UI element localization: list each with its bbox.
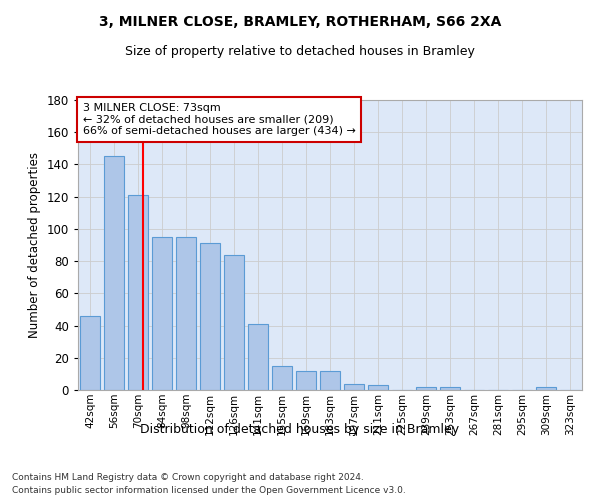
Bar: [248, 324, 268, 390]
Text: 3 MILNER CLOSE: 73sqm
← 32% of detached houses are smaller (209)
66% of semi-det: 3 MILNER CLOSE: 73sqm ← 32% of detached …: [83, 103, 356, 136]
Bar: [536, 387, 556, 390]
Bar: [152, 237, 172, 390]
Text: Contains HM Land Registry data © Crown copyright and database right 2024.: Contains HM Land Registry data © Crown c…: [12, 472, 364, 482]
Bar: [368, 385, 388, 390]
Text: Size of property relative to detached houses in Bramley: Size of property relative to detached ho…: [125, 45, 475, 58]
Bar: [344, 384, 364, 390]
Text: Distribution of detached houses by size in Bramley: Distribution of detached houses by size …: [140, 422, 460, 436]
Y-axis label: Number of detached properties: Number of detached properties: [28, 152, 41, 338]
Text: 3, MILNER CLOSE, BRAMLEY, ROTHERHAM, S66 2XA: 3, MILNER CLOSE, BRAMLEY, ROTHERHAM, S66…: [99, 15, 501, 29]
Bar: [272, 366, 292, 390]
Bar: [296, 370, 316, 390]
Bar: [200, 244, 220, 390]
Bar: [80, 316, 100, 390]
Bar: [440, 387, 460, 390]
Bar: [128, 195, 148, 390]
Bar: [176, 237, 196, 390]
Bar: [416, 387, 436, 390]
Text: Contains public sector information licensed under the Open Government Licence v3: Contains public sector information licen…: [12, 486, 406, 495]
Bar: [224, 254, 244, 390]
Bar: [104, 156, 124, 390]
Bar: [320, 370, 340, 390]
